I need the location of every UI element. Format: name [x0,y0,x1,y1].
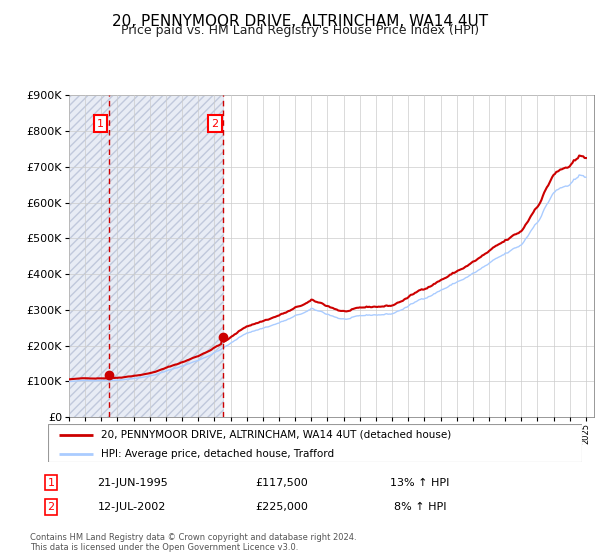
FancyBboxPatch shape [48,424,582,462]
Text: HPI: Average price, detached house, Trafford: HPI: Average price, detached house, Traf… [101,449,335,459]
Text: 2: 2 [211,119,218,129]
Text: 8% ↑ HPI: 8% ↑ HPI [394,502,446,512]
Text: This data is licensed under the Open Government Licence v3.0.: This data is licensed under the Open Gov… [30,543,298,552]
Text: £117,500: £117,500 [256,478,308,488]
Text: 12-JUL-2002: 12-JUL-2002 [98,502,166,512]
Text: £225,000: £225,000 [256,502,308,512]
Bar [69,95,223,417]
Text: 1: 1 [97,119,104,129]
Text: 2: 2 [47,502,55,512]
Text: 20, PENNYMOOR DRIVE, ALTRINCHAM, WA14 4UT (detached house): 20, PENNYMOOR DRIVE, ALTRINCHAM, WA14 4U… [101,430,452,440]
Bar [69,95,223,417]
Text: 13% ↑ HPI: 13% ↑ HPI [391,478,449,488]
Text: 1: 1 [47,478,55,488]
Text: Price paid vs. HM Land Registry's House Price Index (HPI): Price paid vs. HM Land Registry's House … [121,24,479,36]
Text: 20, PENNYMOOR DRIVE, ALTRINCHAM, WA14 4UT: 20, PENNYMOOR DRIVE, ALTRINCHAM, WA14 4U… [112,14,488,29]
Text: 21-JUN-1995: 21-JUN-1995 [97,478,167,488]
Text: Contains HM Land Registry data © Crown copyright and database right 2024.: Contains HM Land Registry data © Crown c… [30,533,356,542]
